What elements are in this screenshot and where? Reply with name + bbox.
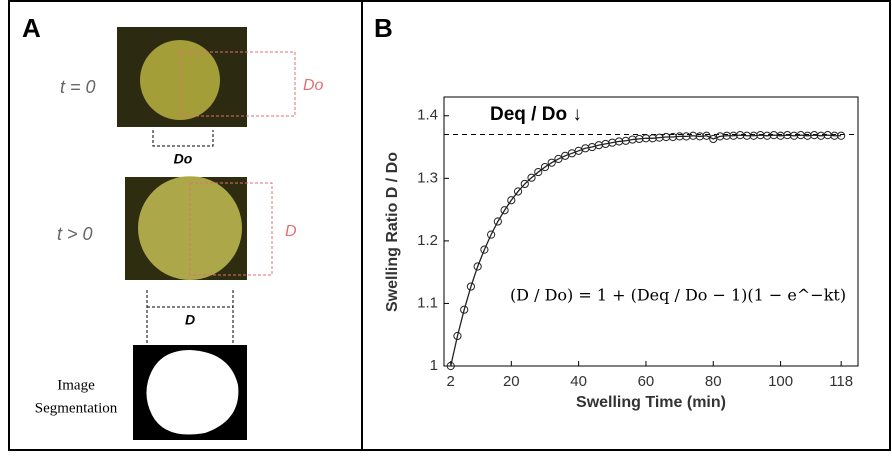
panel-label: B: [374, 13, 393, 43]
x-tick-label: 2: [447, 373, 455, 390]
data-point: [540, 162, 550, 172]
diameter-label: Do: [174, 151, 193, 167]
measure-box: [179, 51, 296, 117]
measure-box: [189, 182, 273, 276]
data-point: [507, 196, 516, 205]
panel-label: A: [22, 13, 41, 43]
time-label: t = 0: [60, 77, 96, 97]
equation: (D / Do) = 1 + (Deq / Do − 1)(1 − e^−kt): [510, 286, 846, 305]
x-tick-label: 60: [638, 373, 655, 390]
plot-frame: [443, 96, 859, 367]
data-point: [702, 131, 711, 140]
diameter-label: Do: [303, 77, 324, 94]
panel-b-border: [361, 0, 891, 451]
data-point: [460, 305, 469, 314]
bracket: [146, 290, 234, 345]
data-point: [453, 331, 462, 341]
segmented-mask: [146, 350, 239, 435]
diameter-label: D: [285, 223, 297, 240]
fit-line: [450, 134, 842, 367]
y-tick-label: 1.3: [417, 169, 438, 186]
data-point: [480, 245, 489, 254]
data-point: [547, 158, 556, 167]
diameter-label: D: [185, 312, 195, 328]
data-point: [513, 187, 523, 196]
data-point: [554, 154, 563, 164]
x-tick-label: 40: [570, 373, 587, 390]
time-label: t > 0: [57, 224, 93, 244]
y-tick-label: 1.4: [417, 107, 438, 124]
data-point: [473, 262, 482, 271]
data-point: [837, 131, 846, 140]
caption: Segmentation: [35, 400, 118, 416]
annotation: Deq / Do ↓: [490, 104, 582, 125]
data-point: [534, 167, 543, 177]
caption: Image: [57, 377, 95, 393]
x-tick-label: 100: [768, 373, 793, 390]
x-axis-label: Swelling Time (min): [576, 394, 726, 411]
y-tick-label: 1: [430, 357, 438, 374]
y-tick-label: 1.1: [417, 294, 438, 311]
data-point: [500, 206, 509, 215]
x-tick-label: 80: [705, 373, 722, 390]
data-point: [466, 282, 476, 291]
x-tick-label: 118: [829, 373, 853, 390]
y-tick-label: 1.2: [417, 232, 438, 249]
bracket: [152, 130, 214, 147]
data-point: [493, 217, 502, 226]
data-point: [487, 230, 496, 239]
data-point: [446, 361, 455, 371]
data-point: [527, 173, 536, 182]
y-axis-label: Swelling Ratio D / Do: [384, 152, 401, 312]
x-tick-label: 20: [503, 373, 520, 390]
data-point: [520, 179, 529, 189]
